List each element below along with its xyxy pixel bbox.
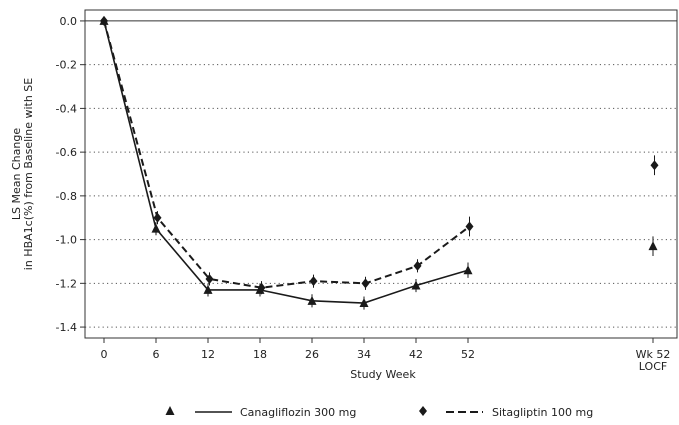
legend: Canagliflozin 300 mg Sitagliptin 100 mg xyxy=(165,406,593,419)
canagliflozin-line xyxy=(103,20,469,304)
triangle-marker xyxy=(463,265,473,275)
x-tick-label: 42 xyxy=(409,348,423,361)
diamond-marker xyxy=(205,273,214,284)
y-tick-label: -0.2 xyxy=(56,59,77,72)
triangle-marker xyxy=(151,223,161,233)
diamond-marker xyxy=(650,160,659,171)
triangle-marker xyxy=(359,298,369,308)
diamond-marker xyxy=(153,212,162,223)
x-tick-label: 34 xyxy=(357,348,371,361)
tick-labels: 0.0 -0.2 -0.4 -0.6 -0.8 -1.0 -1.2 -1.4 0 6 12 18 26 3… xyxy=(56,15,671,373)
x-tick-label: LOCF xyxy=(639,360,667,373)
y-tick-label: -1.4 xyxy=(56,321,77,334)
diamond-marker xyxy=(100,15,108,26)
y-tick-label: -0.8 xyxy=(56,190,77,203)
series xyxy=(99,15,659,310)
y-tick-label: -1.0 xyxy=(56,234,77,247)
x-tick-label: 12 xyxy=(201,348,215,361)
diamond-marker xyxy=(361,278,370,289)
diamond-marker xyxy=(257,282,266,293)
plot-frame xyxy=(84,9,678,339)
y-axis-title-line: LS Mean Change xyxy=(10,128,23,220)
triangle-marker xyxy=(203,284,213,294)
y-axis-title-line: in HBA1c(%) from Baseline with SE xyxy=(22,78,35,270)
y-axis-title: LS Mean Change in HBA1c(%) from Baseline … xyxy=(10,78,35,270)
diamond-marker xyxy=(465,221,474,232)
axes xyxy=(80,9,678,343)
x-tick-label: 18 xyxy=(253,348,267,361)
x-tick-label: 52 xyxy=(461,348,475,361)
triangle-marker xyxy=(411,280,421,290)
x-tick-label: 26 xyxy=(305,348,319,361)
y-tick-label: 0.0 xyxy=(60,15,78,28)
x-tick-label: 0 xyxy=(101,348,108,361)
x-tick-label: 6 xyxy=(153,348,160,361)
diamond-marker xyxy=(413,260,422,271)
x-tick-label: Wk 52 xyxy=(636,348,671,361)
x-axis-title: Study Week xyxy=(350,368,416,381)
legend-label: Canagliflozin 300 mg xyxy=(240,406,356,419)
triangle-marker xyxy=(307,295,317,305)
diamond-marker xyxy=(309,276,318,287)
triangle-marker xyxy=(648,241,658,251)
y-tick-label: -1.2 xyxy=(56,277,77,290)
y-tick-label: -0.4 xyxy=(56,102,77,115)
triangle-marker xyxy=(165,406,175,415)
sitagliptin-line xyxy=(103,20,471,289)
diamond-marker xyxy=(419,406,427,416)
gridlines xyxy=(85,20,677,328)
y-tick-label: -0.6 xyxy=(56,146,77,159)
legend-label: Sitagliptin 100 mg xyxy=(492,406,593,419)
